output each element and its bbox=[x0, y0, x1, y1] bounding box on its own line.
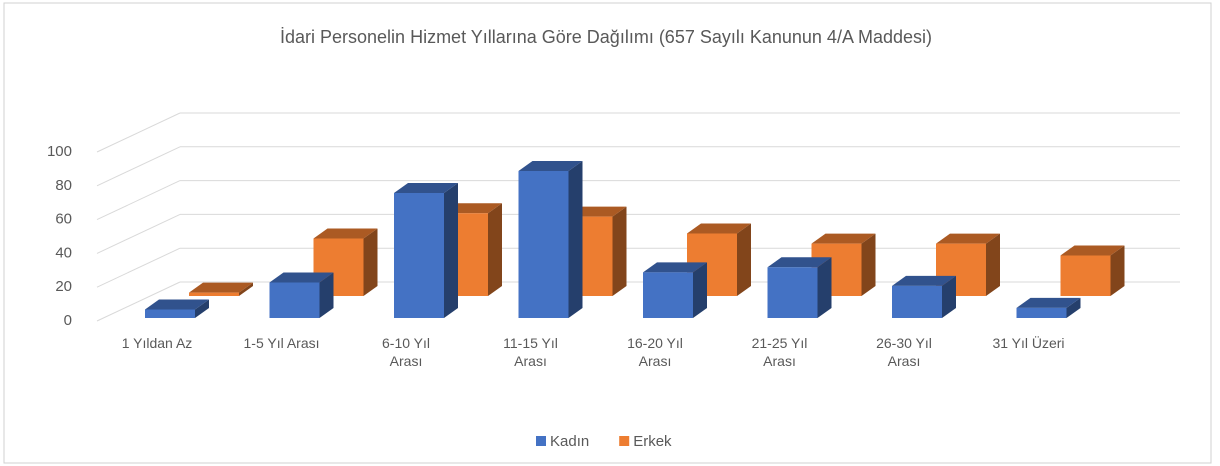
bar-front bbox=[643, 272, 693, 318]
bar-side bbox=[1066, 297, 1081, 318]
bar-top bbox=[936, 233, 1000, 244]
bar bbox=[189, 282, 253, 296]
x-tick-label: 21-25 Yıl Arası bbox=[751, 335, 808, 369]
bar-top bbox=[313, 228, 378, 239]
bar-top bbox=[892, 275, 956, 286]
bar-front bbox=[145, 309, 195, 318]
bar-top bbox=[811, 233, 876, 244]
bar-front bbox=[767, 267, 818, 318]
y-tick-label: 0 bbox=[64, 312, 72, 329]
bar bbox=[145, 299, 209, 318]
bar-side bbox=[861, 233, 876, 296]
x-tick-label: 26-30 Yıl Arası bbox=[876, 335, 932, 369]
bar-front bbox=[269, 282, 320, 318]
bar-top bbox=[394, 182, 458, 193]
bar-front bbox=[394, 192, 444, 318]
bar bbox=[936, 233, 1000, 296]
y-tick-label: 100 bbox=[47, 143, 72, 160]
bar-front bbox=[1060, 255, 1111, 296]
bar-side bbox=[817, 257, 832, 318]
bar bbox=[1016, 297, 1081, 318]
bar-top bbox=[1016, 297, 1081, 308]
legend-swatch bbox=[536, 436, 546, 446]
chart-title: İdari Personelin Hizmet Yıllarına Göre D… bbox=[280, 27, 932, 47]
bar-top bbox=[518, 160, 583, 171]
bar-top bbox=[189, 282, 253, 293]
y-tick-label: 80 bbox=[55, 177, 72, 194]
x-tick-label: 31 Yıl Üzeri bbox=[992, 335, 1065, 351]
bar-front bbox=[189, 292, 239, 296]
bar-side bbox=[319, 272, 334, 318]
bar bbox=[1060, 245, 1125, 296]
bar-side bbox=[942, 275, 956, 318]
bar bbox=[643, 262, 707, 318]
grid-line bbox=[96, 213, 181, 254]
y-tick-label: 40 bbox=[55, 244, 72, 261]
grid-line bbox=[96, 281, 181, 322]
bar-side bbox=[195, 299, 209, 318]
bar-top bbox=[145, 299, 209, 310]
x-tick-label: 16-20 Yıl Arası bbox=[627, 335, 683, 369]
bar-front bbox=[518, 170, 569, 318]
legend-label: Kadın bbox=[550, 433, 589, 450]
bar-side bbox=[488, 203, 502, 296]
bar-front bbox=[1016, 307, 1067, 318]
bar bbox=[518, 160, 583, 318]
bar-top bbox=[643, 262, 707, 273]
bar-side bbox=[986, 233, 1000, 296]
x-tick-label: 1 Yıldan Az bbox=[121, 335, 193, 351]
bar-side bbox=[568, 160, 583, 318]
y-tick-label: 60 bbox=[55, 211, 72, 228]
bar-side bbox=[1110, 245, 1125, 296]
x-tick-label: 6-10 Yıl Arası bbox=[382, 335, 430, 369]
grid-line bbox=[96, 146, 181, 187]
bar bbox=[767, 257, 832, 318]
legend-swatch bbox=[619, 436, 630, 446]
bar-top bbox=[1060, 245, 1125, 256]
bar-side bbox=[612, 206, 627, 296]
bar-side bbox=[239, 282, 253, 296]
legend-label: Erkek bbox=[633, 433, 672, 450]
bar-top bbox=[269, 272, 334, 283]
bar-side bbox=[444, 182, 458, 318]
y-tick-label: 20 bbox=[55, 278, 72, 295]
bar-front bbox=[892, 285, 942, 318]
grid-line bbox=[96, 112, 181, 153]
bar-top bbox=[687, 223, 751, 234]
x-tick-label: 11-15 Yıl Arası bbox=[503, 335, 558, 369]
bar-side bbox=[737, 223, 751, 296]
grid-line bbox=[96, 247, 181, 288]
bar bbox=[394, 182, 458, 318]
bar-top bbox=[767, 257, 832, 268]
bar bbox=[269, 272, 334, 318]
bar bbox=[892, 275, 956, 318]
x-tick-label: 1-5 Yıl Arası bbox=[243, 335, 320, 351]
bar-side bbox=[363, 228, 378, 296]
bar-side bbox=[693, 262, 707, 318]
grid-line bbox=[96, 180, 181, 221]
